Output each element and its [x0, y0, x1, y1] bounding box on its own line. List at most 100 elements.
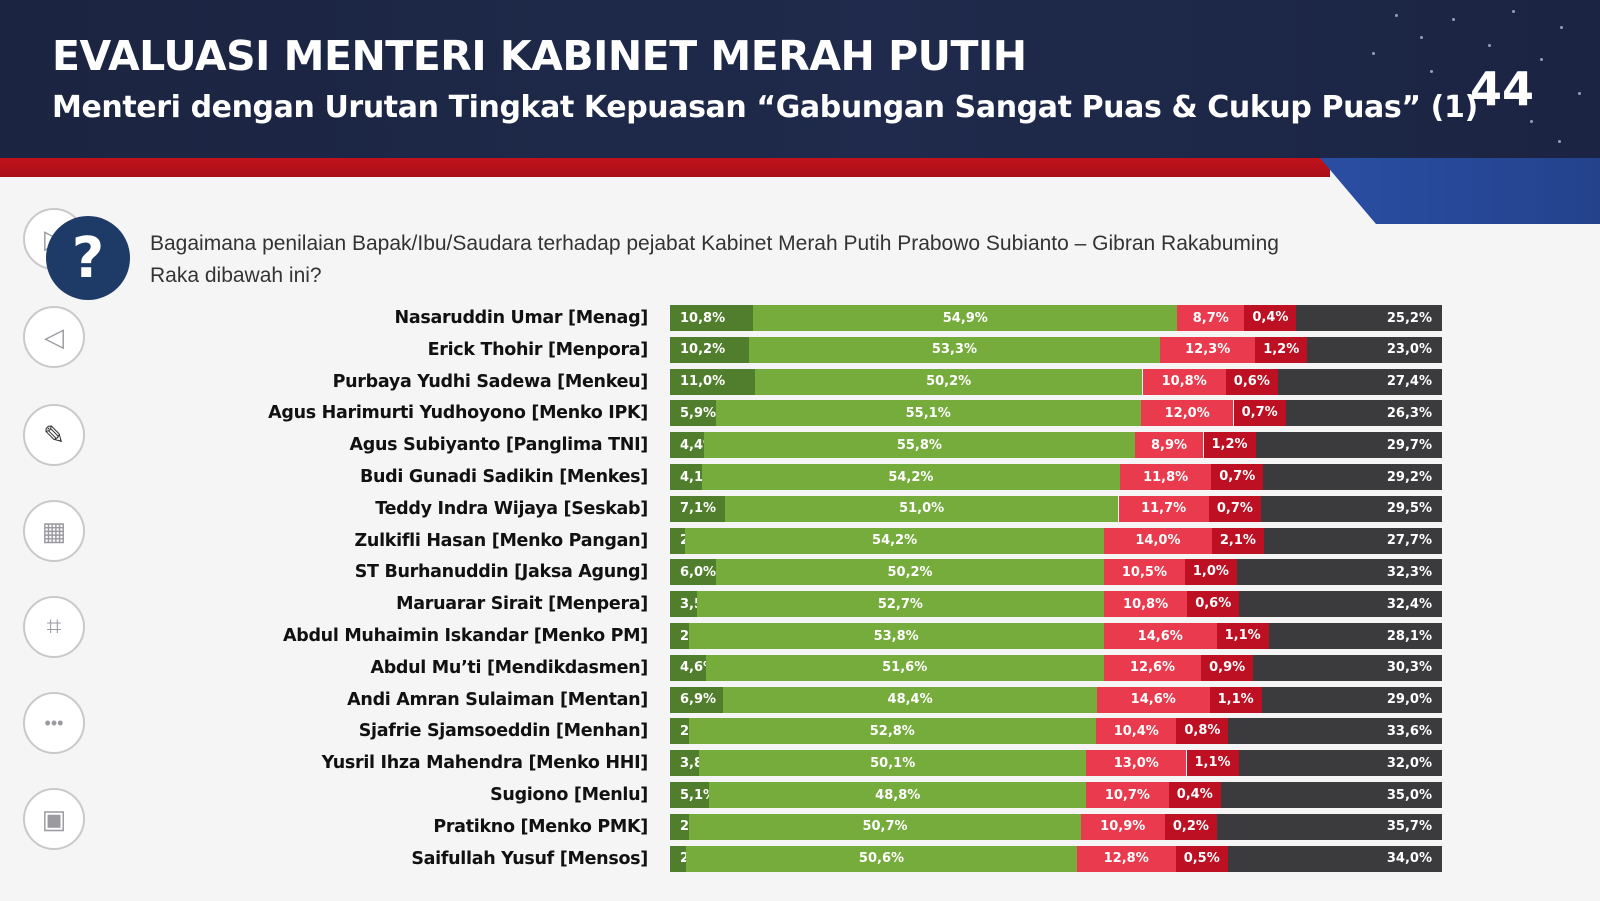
bar-segment-sangat-puas: 5,9% — [670, 400, 716, 427]
bar-segment-cukup-puas: 50,7% — [689, 813, 1081, 840]
bar-segment-cukup-puas: 52,7% — [697, 591, 1104, 618]
data-label: 54,2% — [888, 469, 934, 485]
bar-segment-sangat-puas: 3,8% — [670, 750, 716, 777]
bar-segment-tidak-puas: 1,2% — [1255, 336, 1308, 363]
category-label: Budi Gunadi Sadikin [Menkes] — [359, 467, 648, 487]
previous-icon[interactable]: ◁ — [23, 306, 85, 368]
bar-segment-sangat-puas: 7,1% — [670, 495, 725, 522]
data-label: 29,7% — [1386, 437, 1432, 453]
data-label: 52,7% — [877, 596, 923, 612]
data-label: 0,9% — [1201, 654, 1254, 681]
bar-segment-sangat-puas: 2,4% — [670, 718, 716, 745]
bar-segment-sangat-puas: 11,0% — [670, 368, 755, 395]
data-label: 7,1% — [680, 501, 717, 517]
bar-segment-tidak-puas: 0,7% — [1233, 400, 1286, 427]
bar-segment-cukup-puas: 54,2% — [685, 527, 1104, 554]
bar-segment-sangat-puas: 10,8% — [670, 305, 754, 331]
data-label: 26,3% — [1386, 405, 1432, 421]
bar-segment-kurang-puas: 13,0% — [1086, 750, 1187, 777]
data-label: 50,7% — [862, 819, 908, 835]
presenter-icon[interactable]: ▣ — [23, 788, 85, 850]
bar-segment-sangat-puas: 2,1% — [670, 845, 716, 872]
bar-segment-sangat-puas: 6,9% — [670, 686, 724, 713]
data-label: 12,8% — [1103, 851, 1149, 867]
bar-segment-cukup-puas: 50,2% — [754, 368, 1143, 395]
data-label: 52,8% — [869, 723, 915, 739]
bar-segment-kurang-puas: 12,3% — [1160, 336, 1256, 363]
data-label: 11,0% — [680, 374, 726, 390]
page-number: 44 — [1470, 62, 1535, 116]
data-label: 1,1% — [1186, 750, 1239, 777]
data-label: 1,2% — [1203, 432, 1256, 459]
data-label: 29,0% — [1386, 692, 1432, 708]
bar-segment-tidak-puas: 0,6% — [1187, 591, 1240, 618]
bar-segment-sangat-puas: 10,2% — [670, 336, 749, 363]
bar-segment-kurang-puas: 8,7% — [1177, 305, 1245, 331]
data-label: 0,7% — [1211, 464, 1264, 490]
data-label: 13,0% — [1113, 755, 1159, 771]
whiteboard-icon[interactable]: ⌗ — [23, 596, 85, 658]
data-label: 29,5% — [1386, 501, 1432, 517]
category-label: Pratikno [Menko PMK] — [433, 816, 648, 837]
data-label: 10,4% — [1113, 723, 1159, 739]
slides-icon[interactable]: ▦ — [23, 500, 85, 562]
data-label: 0,4% — [1244, 305, 1297, 331]
data-label: 2,1% — [1211, 527, 1264, 554]
bar-segment-kurang-puas: 12,8% — [1076, 845, 1176, 872]
data-label: 50,2% — [926, 374, 972, 390]
data-label: 0,7% — [1233, 400, 1286, 427]
bar-segment-kurang-puas: 10,4% — [1096, 718, 1177, 745]
data-label: 10,2% — [680, 342, 726, 358]
bar-segment-tidak-puas: 0,2% — [1164, 813, 1217, 840]
category-label: Sjafrie Sjamsoeddin [Menhan] — [358, 721, 649, 742]
slide-header: EVALUASI MENTERI KABINET MERAH PUTIH Men… — [0, 0, 1600, 160]
data-label: 0,8% — [1176, 718, 1229, 745]
bar-segment-tidak-puas: 1,1% — [1216, 623, 1269, 649]
question-mark-icon: ? — [46, 216, 130, 300]
bar-segment-cukup-puas: 51,6% — [705, 654, 1104, 681]
bar-segment-kurang-puas: 12,0% — [1140, 400, 1234, 427]
data-label: 50,1% — [870, 755, 916, 771]
data-label: 0,4% — [1168, 782, 1221, 808]
bar-segment-kurang-puas: 10,8% — [1103, 591, 1188, 618]
category-label: Nasaruddin Umar [Menag] — [394, 308, 648, 328]
pen-icon[interactable]: ✎ — [23, 404, 85, 466]
bar-segment-kurang-puas: 10,9% — [1080, 813, 1165, 840]
data-label: 35,7% — [1386, 819, 1432, 835]
data-label: 50,2% — [887, 564, 933, 580]
category-label: Saifullah Yusuf [Mensos] — [411, 848, 648, 869]
data-label: 55,1% — [905, 405, 951, 421]
data-label: 6,9% — [680, 692, 717, 708]
more-icon[interactable]: ••• — [23, 692, 85, 754]
data-label: 8,9% — [1151, 437, 1188, 453]
data-label: 53,3% — [931, 342, 977, 358]
bar-segment-tidak-puas: 1,1% — [1186, 750, 1239, 777]
category-label: Agus Harimurti Yudhoyono [Menko IPK] — [268, 403, 648, 424]
data-label: 10,8% — [1161, 374, 1207, 390]
bar-segment-kurang-puas: 11,7% — [1118, 495, 1209, 522]
category-label: Agus Subiyanto [Panglima TNI] — [349, 435, 649, 456]
bar-segment-sangat-puas: 2,0% — [670, 527, 716, 554]
category-label: ST Burhanuddin [Jaksa Agung] — [354, 562, 649, 583]
data-label: 27,7% — [1386, 533, 1432, 549]
data-label: 32,3% — [1386, 564, 1432, 580]
bar-segment-sangat-puas: 6,0% — [670, 559, 717, 586]
bar-segment-tidak-puas: 1,0% — [1184, 559, 1237, 586]
bar-segment-cukup-puas: 54,2% — [701, 464, 1121, 490]
data-label: 28,1% — [1386, 628, 1432, 644]
bar-segment-sangat-puas: 3,5% — [670, 591, 716, 618]
data-label: 14,6% — [1130, 692, 1176, 708]
bar-segment-sangat-puas: 5,1% — [670, 782, 716, 808]
category-label: Maruarar Sirait [Menpera] — [396, 594, 648, 615]
bar-segment-cukup-puas: 55,8% — [704, 432, 1135, 459]
data-label: 10,8% — [680, 310, 726, 326]
bar-segment-tidak-puas: 0,4% — [1168, 782, 1221, 808]
bar-segment-kurang-puas: 14,6% — [1103, 623, 1217, 649]
bar-segment-kurang-puas: 14,6% — [1096, 686, 1210, 713]
red-divider-band — [0, 158, 1330, 177]
data-label: 0,7% — [1208, 495, 1261, 522]
data-label: 25,2% — [1386, 310, 1432, 326]
data-label: 0,5% — [1175, 845, 1228, 872]
data-label: 1,1% — [1216, 623, 1269, 649]
data-label: 27,4% — [1386, 374, 1432, 390]
